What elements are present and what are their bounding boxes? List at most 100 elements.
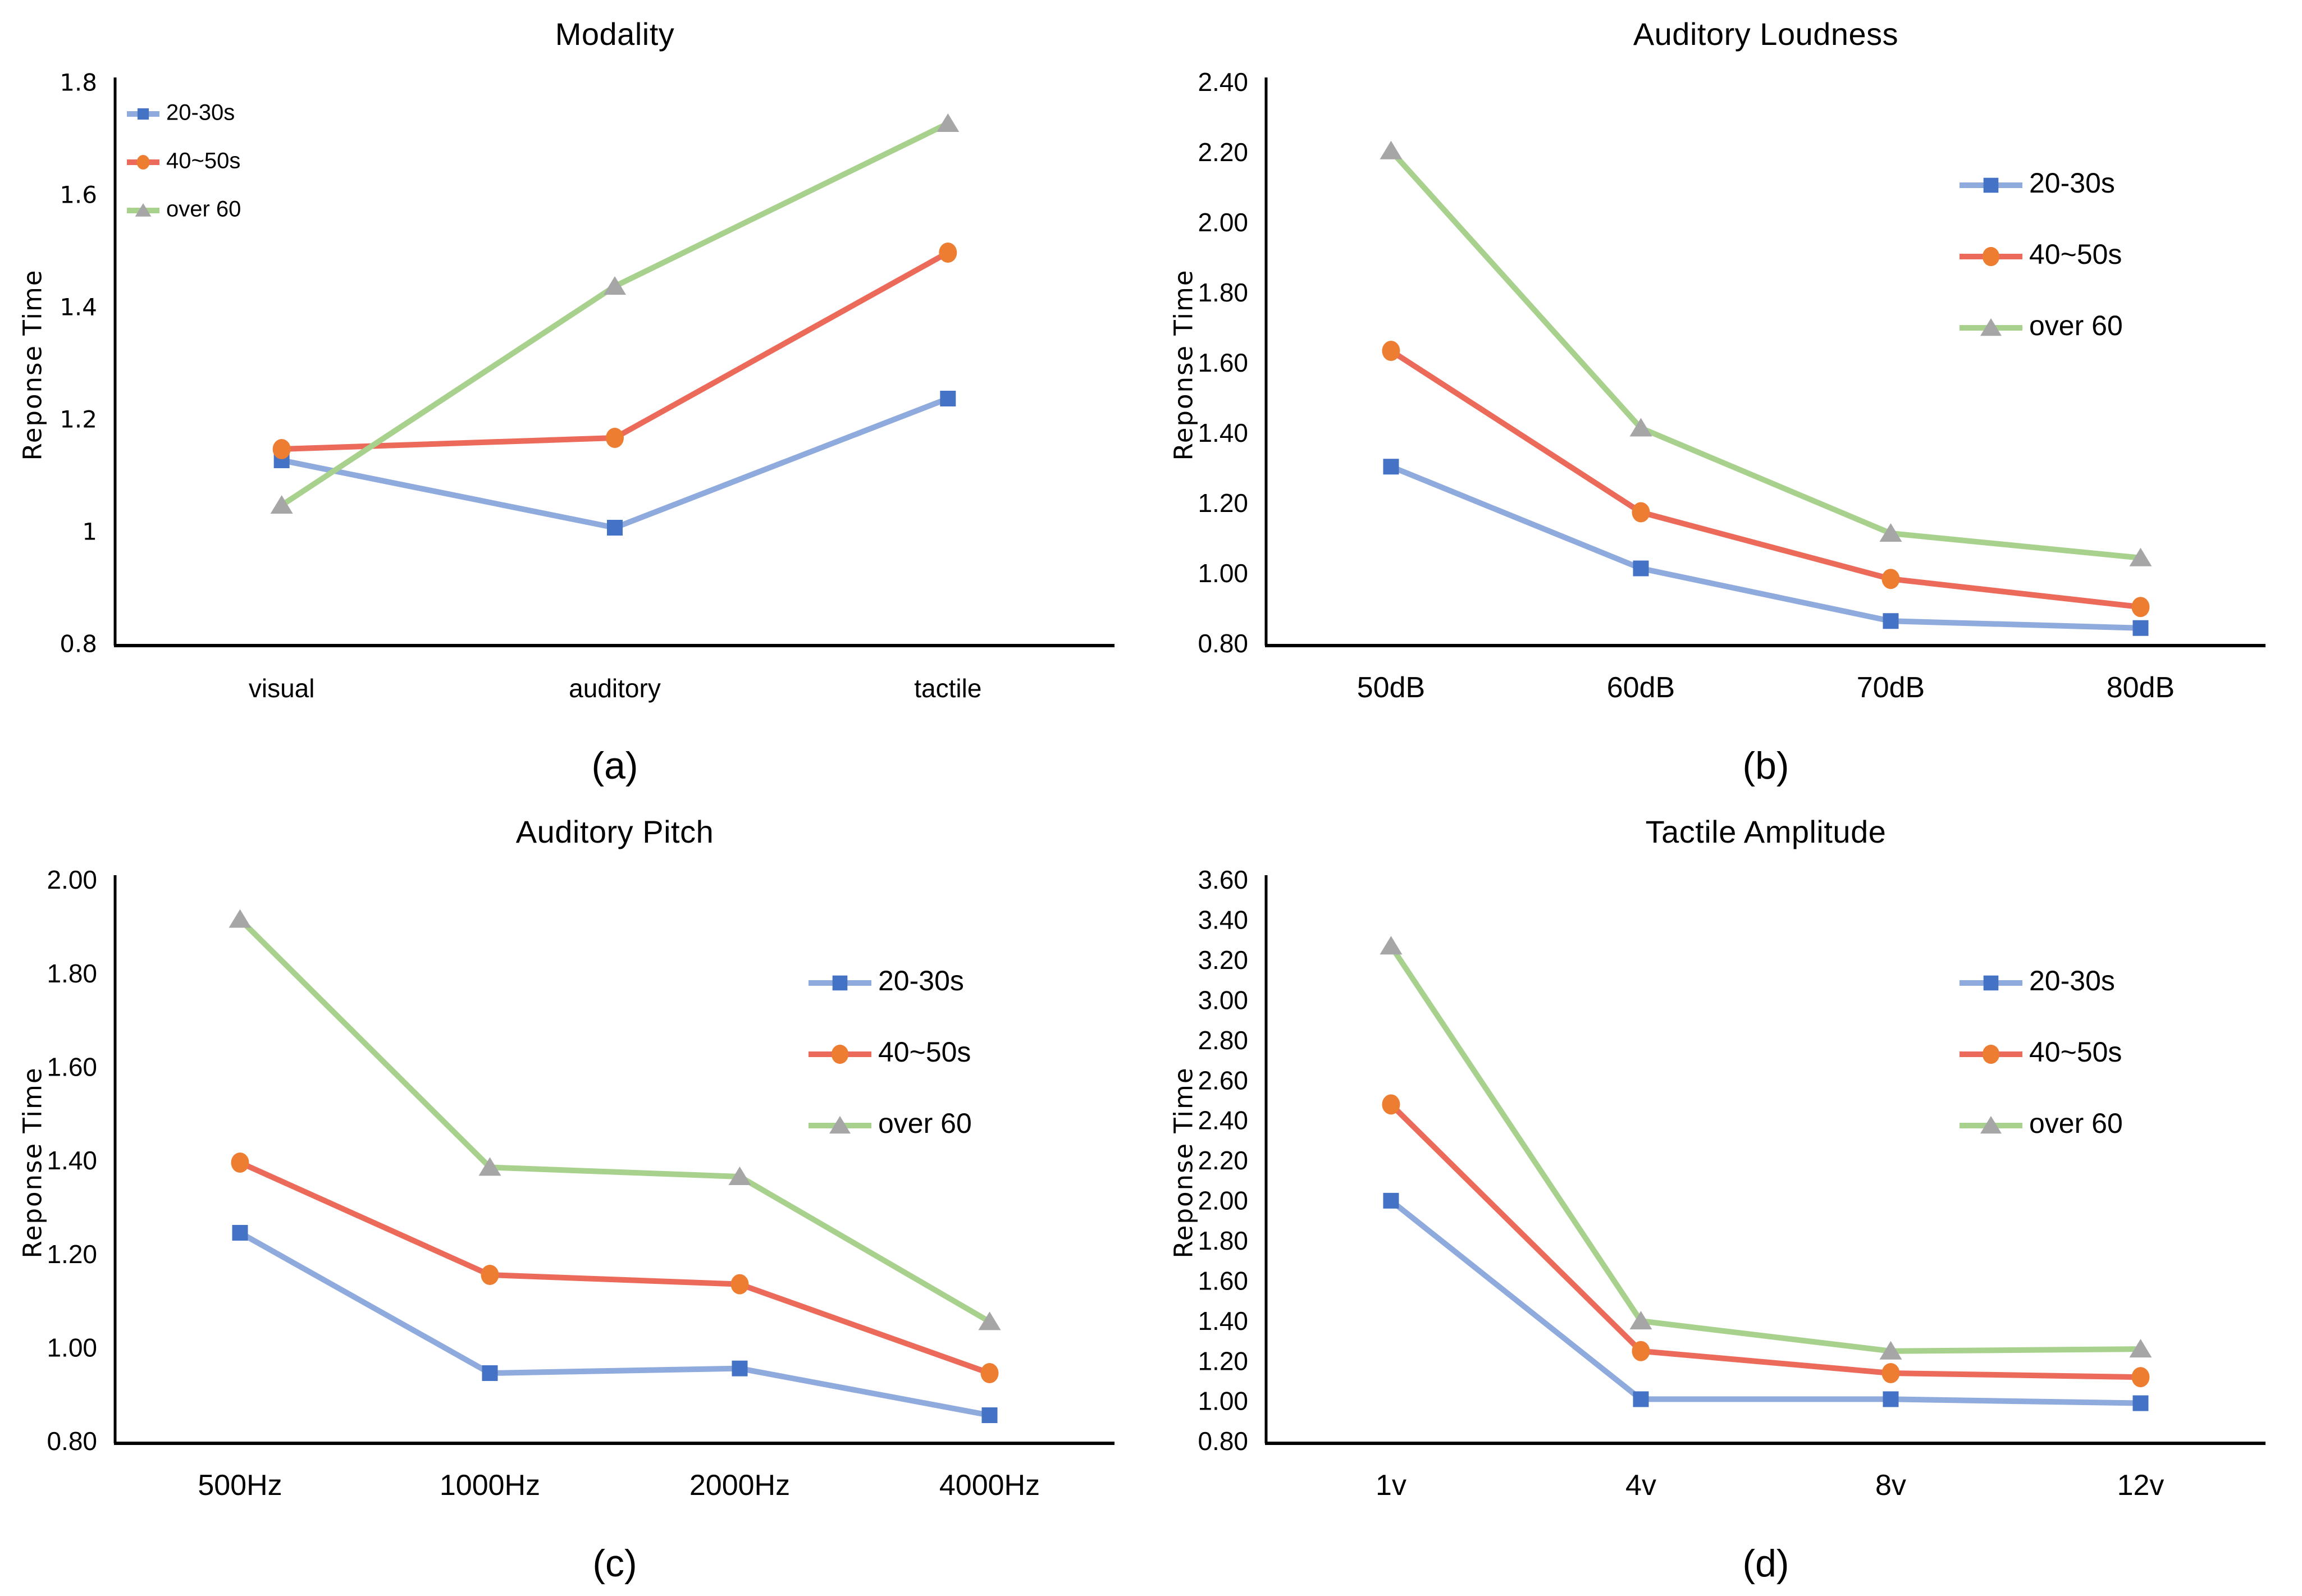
chart-auditory-loudness-plot: 0.80 1.00 1.20 1.40 1.60 1.80 2.00 2.20 2.40 50dB… <box>1198 67 2266 704</box>
legend-triangle-marker <box>1980 318 2002 336</box>
legend-triangle-marker <box>135 203 152 217</box>
square-marker <box>1633 1391 1649 1407</box>
legend-label: 20-30s <box>166 100 235 125</box>
square-marker <box>1383 1192 1399 1209</box>
x-tick-label: 70dB <box>1857 671 1925 704</box>
y-tick-label: 1.00 <box>1198 1387 1248 1416</box>
x-tick-label: auditory <box>569 674 661 703</box>
legend-label: 20-30s <box>2029 965 2115 996</box>
chart-modality-plot: 0.8 1 1.2 1.4 1.6 1.8 visual auditory tactile 20-… <box>60 69 1115 703</box>
circle-marker <box>980 1363 999 1383</box>
chart-caption: (b) <box>1742 744 1789 787</box>
y-tick-label: 1.8 <box>60 69 97 97</box>
legend-label: over 60 <box>2029 310 2123 341</box>
legend-label: 40~50s <box>166 149 240 173</box>
circle-marker <box>272 439 291 459</box>
y-tick-label: 2.80 <box>1198 1026 1248 1055</box>
y-tick-label: 2.40 <box>1198 67 1248 97</box>
legend-label: 40~50s <box>878 1036 971 1068</box>
triangle-marker <box>728 1167 751 1185</box>
y-tick-label: 3.60 <box>1198 865 1248 894</box>
triangle-marker <box>1380 140 1403 159</box>
y-tick-label: 2.20 <box>1198 138 1248 167</box>
x-tick-label: 2000Hz <box>689 1469 790 1502</box>
series-line-circle <box>1388 1101 2144 1380</box>
triangle-marker <box>1380 936 1403 955</box>
y-tick-label: 1.00 <box>1198 559 1248 588</box>
legend-circle-marker <box>1982 246 2000 267</box>
x-tick-label: 4v <box>1625 1469 1656 1502</box>
y-tick-label: 1.20 <box>1198 1346 1248 1375</box>
triangle-marker <box>1879 523 1902 542</box>
y-tick-label: 3.20 <box>1198 945 1248 975</box>
series-line-triangle <box>237 916 993 1325</box>
y-tick-label: 2.40 <box>1198 1106 1248 1135</box>
y-tick-label: 1.80 <box>47 959 97 988</box>
chart-title: Auditory Loudness <box>1633 16 1899 52</box>
y-tick-label: 2.20 <box>1198 1146 1248 1175</box>
legend-label: 20-30s <box>2029 167 2115 199</box>
series-line-square <box>278 396 951 531</box>
series-line-circle <box>1388 348 2144 610</box>
triangle-marker <box>1629 1311 1652 1330</box>
x-tick-label: 500Hz <box>198 1469 282 1502</box>
chart-caption: (c) <box>592 1542 637 1585</box>
series-line-circle <box>237 1160 993 1376</box>
triangle-marker <box>2129 547 2152 566</box>
y-tick-label: 3.00 <box>1198 985 1248 1014</box>
x-tick-label: tactile <box>914 674 981 703</box>
y-tick-label: 1.6 <box>60 181 97 209</box>
square-marker <box>1883 613 1899 629</box>
y-tick-label: 2.60 <box>1198 1065 1248 1095</box>
legend-square-marker <box>137 108 149 120</box>
triangle-marker <box>1629 418 1652 437</box>
y-tick-label: 2.00 <box>47 865 97 894</box>
chart-auditory-loudness-figure: Auditory Loudness Reponse Time 0.80 1.00 1… <box>1151 0 2302 798</box>
y-tick-label: 1 <box>82 518 97 546</box>
y-tick-label: 2.00 <box>1198 1186 1248 1215</box>
triangle-marker <box>978 1311 1001 1330</box>
y-tick-label: 3.40 <box>1198 906 1248 935</box>
x-tick-label: 4000Hz <box>939 1469 1040 1502</box>
circle-marker <box>2131 597 2150 618</box>
circle-marker <box>1881 569 1900 589</box>
circle-marker <box>730 1274 749 1295</box>
legend-triangle-marker <box>829 1115 851 1134</box>
legend-label: 40~50s <box>2029 1036 2122 1068</box>
legend-circle-marker <box>1982 1044 2000 1064</box>
chart-auditory-pitch-plot: 0.80 1.00 1.20 1.40 1.60 1.80 2.00 500Hz 1000Hz 2… <box>47 865 1115 1502</box>
y-tick-label: 1.4 <box>60 294 97 321</box>
square-marker <box>607 520 623 536</box>
y-tick-label: 0.80 <box>1198 629 1248 658</box>
chart-title: Auditory Pitch <box>515 814 714 849</box>
legend-square-marker <box>1983 177 1999 193</box>
square-marker <box>482 1365 498 1381</box>
y-tick-label: 1.20 <box>1198 488 1248 518</box>
series-line-square <box>1388 1197 2144 1406</box>
square-marker <box>1383 459 1399 475</box>
chart-tactile-amplitude-figure: Tactile Amplitude Reponse Time 0.80 1.00 1… <box>1151 798 2302 1595</box>
square-marker <box>2132 620 2149 636</box>
circle-marker <box>231 1153 249 1173</box>
square-marker <box>1633 560 1649 577</box>
square-marker <box>981 1407 998 1423</box>
triangle-marker <box>604 276 626 295</box>
legend-square-marker <box>1983 975 1999 991</box>
circle-marker <box>606 428 624 448</box>
series-line-square <box>1388 464 2144 631</box>
triangle-marker <box>270 495 293 514</box>
y-tick-label: 1.60 <box>1198 348 1248 377</box>
x-tick-label: 60dB <box>1607 671 1675 704</box>
chart-caption: (d) <box>1742 1542 1789 1585</box>
square-marker <box>940 391 956 406</box>
series-line-square <box>237 1230 993 1418</box>
x-tick-label: 1v <box>1376 1469 1406 1502</box>
circle-marker <box>1632 502 1650 523</box>
x-tick-label: 50dB <box>1357 671 1425 704</box>
circle-marker <box>939 243 957 263</box>
chart-title: Modality <box>555 16 675 52</box>
y-tick-label: 2.00 <box>1198 208 1248 237</box>
x-tick-label: 1000Hz <box>440 1469 540 1502</box>
square-marker <box>732 1360 748 1377</box>
